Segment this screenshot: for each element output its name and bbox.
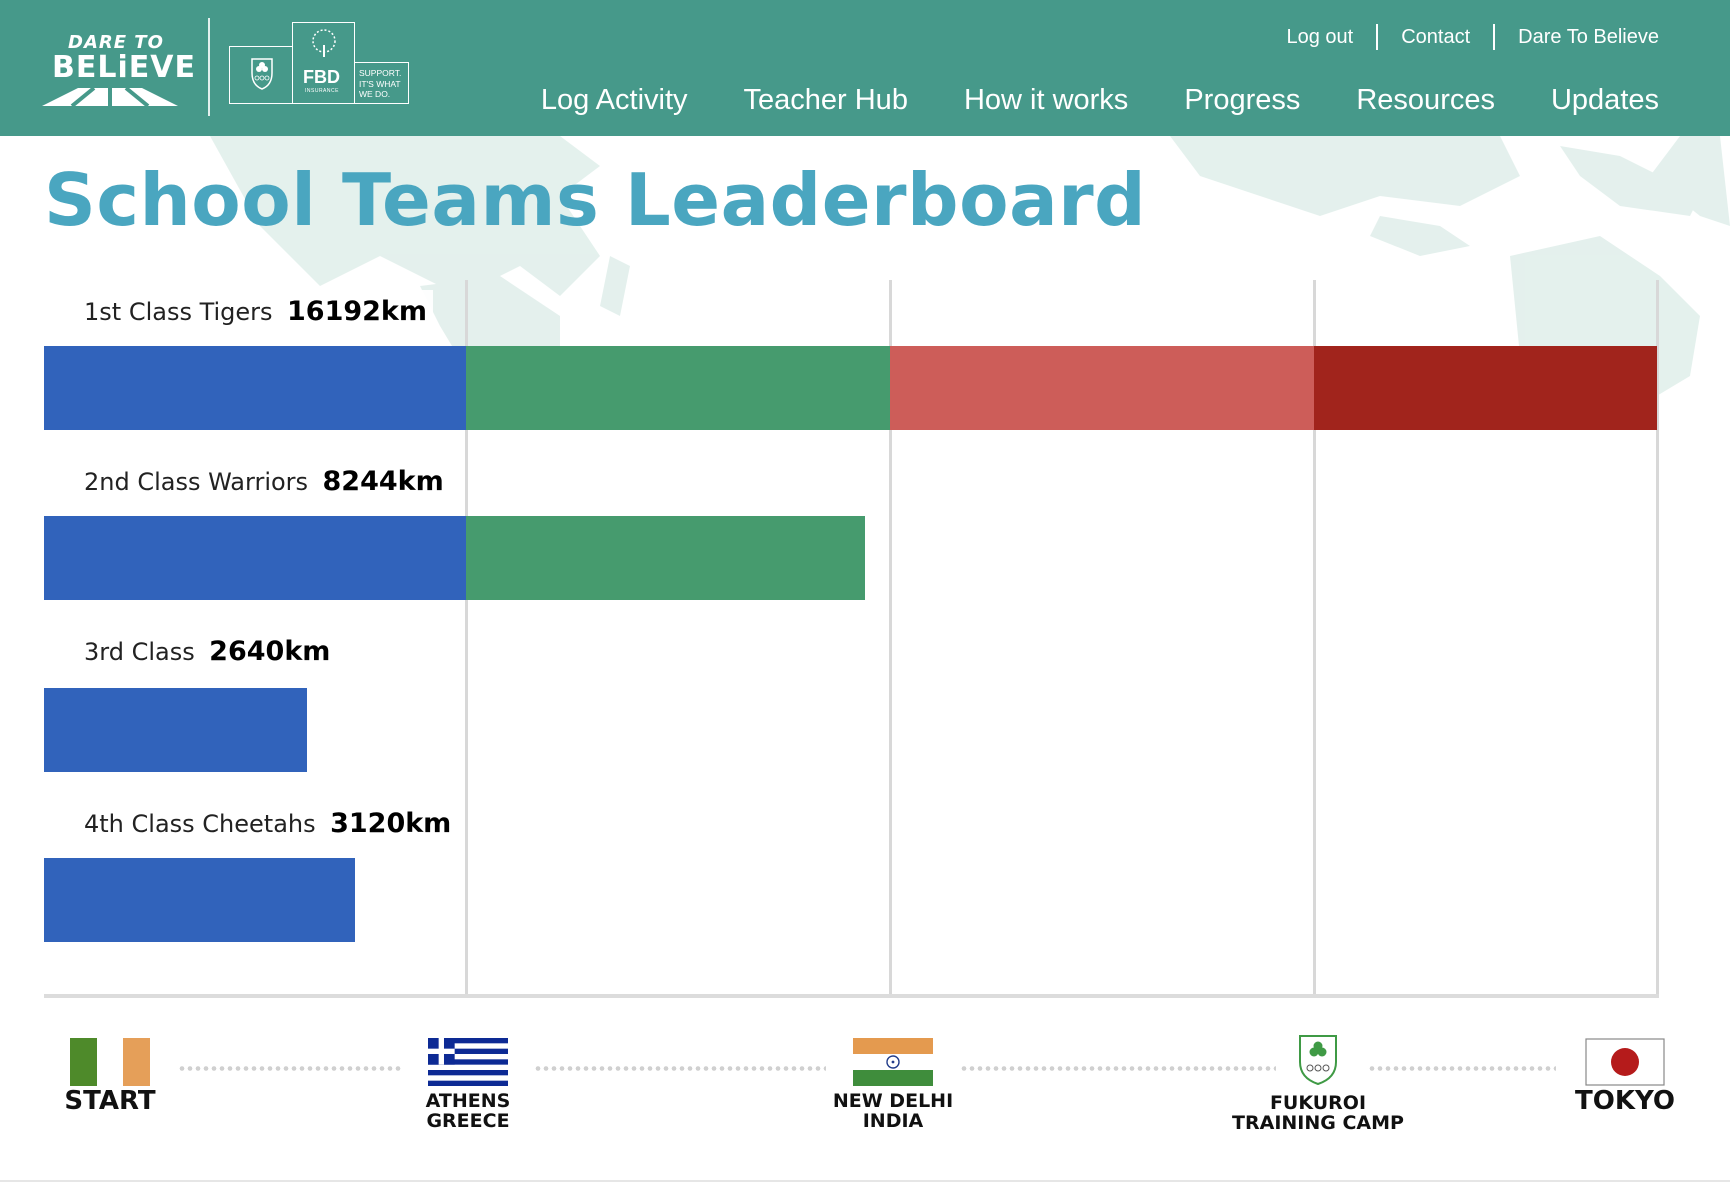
india-flag-icon <box>853 1038 933 1086</box>
team-distance: 8244km <box>322 466 444 497</box>
dare-to-believe-logo[interactable]: DARE TO BELiEVE <box>40 28 195 108</box>
chart-baseline <box>44 994 1659 998</box>
milestone-label: TOKYO <box>1575 1086 1675 1116</box>
grid-line-new-delhi <box>888 280 892 996</box>
milestone-start: START <box>55 1038 165 1116</box>
team-name: 1st Class Tigers <box>84 298 273 326</box>
link-separator <box>1376 24 1379 50</box>
team-name: 2nd Class Warriors <box>84 468 309 496</box>
bar-segment <box>44 516 466 600</box>
leaderboard-chart: 1st Class Tigers 16192km 2nd Class Warri… <box>0 240 1730 1000</box>
nav-resources[interactable]: Resources <box>1356 84 1495 116</box>
milestone-label: START <box>64 1086 156 1116</box>
dare-to-believe-link[interactable]: Dare To Believe <box>1518 25 1659 48</box>
nav-log-activity[interactable]: Log Activity <box>540 84 688 116</box>
milestone-label: ATHENS <box>425 1090 511 1112</box>
dotted-connector <box>178 1066 402 1071</box>
dotted-connector <box>534 1066 826 1071</box>
milestone-athens: ATHENS GREECE <box>408 1038 528 1131</box>
site-header: DARE TO BELiEVE FBD INSURANCE <box>0 0 1730 136</box>
dotted-connector <box>960 1066 1276 1071</box>
contact-link[interactable]: Contact <box>1401 25 1471 48</box>
milestone-new-delhi: NEW DELHI INDIA <box>818 1038 968 1131</box>
fbd-logo: FBD INSURANCE <box>292 22 355 104</box>
milestone-legend: START ATHENS GREECE NEW <box>0 1030 1730 1150</box>
team-distance: 3120km <box>330 808 452 839</box>
track-lines-icon <box>42 86 178 106</box>
bar-segment <box>44 688 307 772</box>
main-nav: Log Activity Teacher Hub How it works Pr… <box>485 84 1659 117</box>
bar-segment <box>44 346 466 430</box>
nav-updates[interactable]: Updates <box>1550 84 1659 116</box>
link-separator <box>1493 24 1496 50</box>
milestone-label: NEW DELHI <box>832 1090 954 1112</box>
olympic-shield-icon <box>229 46 293 104</box>
nav-how-it-works[interactable]: How it works <box>963 84 1129 116</box>
greece-flag-icon <box>428 1038 508 1086</box>
sponsor-logo: FBD INSURANCE SUPPORT. IT'S WHAT WE DO. <box>229 22 419 104</box>
bar-segment <box>889 346 1315 430</box>
footer-rule <box>0 1180 1730 1182</box>
logo-line1: DARE TO <box>68 32 164 53</box>
bar-segment <box>44 858 355 942</box>
milestone-fukuroi: FUKUROI TRAINING CAMP <box>1232 1032 1404 1133</box>
grid-line-tokyo <box>1656 280 1659 996</box>
logo-line2: BELiEVE <box>52 50 196 85</box>
tree-icon <box>312 29 336 57</box>
team-name: 4th Class Cheetahs <box>84 810 316 838</box>
team-label: 2nd Class Warriors 8244km <box>44 460 450 503</box>
grid-line-athens <box>464 280 468 996</box>
team-distance: 2640km <box>209 636 331 667</box>
bar-segment <box>465 516 866 600</box>
bar-segment <box>1314 346 1657 430</box>
logo-divider <box>208 18 210 116</box>
bar-segment <box>465 346 890 430</box>
fbd-text: FBD <box>303 67 340 87</box>
japan-flag-icon <box>1585 1038 1665 1086</box>
dotted-connector <box>1368 1066 1556 1071</box>
team-label: 3rd Class 2640km <box>44 630 337 673</box>
page-title: School Teams Leaderboard <box>44 158 1147 242</box>
grid-line-fukuroi <box>1313 280 1317 996</box>
nav-progress[interactable]: Progress <box>1184 84 1301 116</box>
olympic-shield-icon <box>1299 1035 1337 1086</box>
fbd-sub-text: INSURANCE <box>305 88 339 94</box>
tagline-line: IT'S WHAT <box>359 78 401 89</box>
team-name: 3rd Class <box>84 638 195 666</box>
tagline-line: WE DO. <box>359 89 391 99</box>
milestone-sublabel: INDIA <box>862 1110 924 1132</box>
sponsor-tagline: SUPPORT. IT'S WHAT WE DO. <box>354 62 409 104</box>
milestone-tokyo: TOKYO <box>1570 1038 1680 1116</box>
top-links: Log out Contact Dare To Believe <box>1286 24 1659 50</box>
tagline-line: SUPPORT. <box>359 68 402 78</box>
logout-link[interactable]: Log out <box>1286 25 1354 48</box>
team-distance: 16192km <box>287 296 428 327</box>
milestone-sublabel: TRAINING CAMP <box>1232 1112 1404 1134</box>
nav-teacher-hub[interactable]: Teacher Hub <box>743 84 908 116</box>
milestone-sublabel: GREECE <box>426 1110 510 1132</box>
team-label: 4th Class Cheetahs 3120km <box>44 802 458 845</box>
milestone-label: FUKUROI <box>1269 1092 1367 1114</box>
ireland-flag-icon <box>70 1038 150 1086</box>
team-label: 1st Class Tigers 16192km <box>44 290 434 333</box>
